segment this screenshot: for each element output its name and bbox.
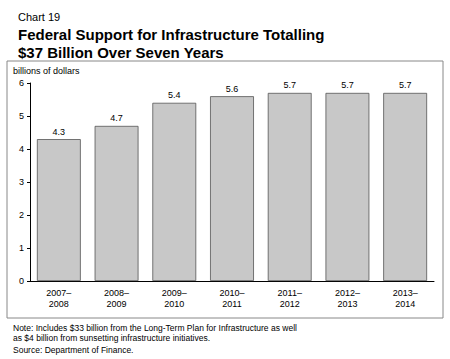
svg-text:0: 0 (19, 276, 24, 286)
svg-text:2010: 2010 (164, 299, 184, 309)
svg-text:5.7: 5.7 (399, 80, 412, 90)
svg-text:2008–: 2008– (104, 288, 129, 298)
svg-text:as $4 billion from sunsetting: as $4 billion from sunsetting infrastruc… (13, 333, 210, 343)
svg-text:2009: 2009 (107, 299, 127, 309)
svg-text:5: 5 (19, 111, 24, 121)
svg-text:4.3: 4.3 (53, 127, 66, 137)
svg-text:2014: 2014 (395, 299, 415, 309)
svg-text:2009–: 2009– (162, 288, 187, 298)
svg-text:3: 3 (19, 177, 24, 187)
svg-text:2010–: 2010– (219, 288, 244, 298)
svg-text:5.7: 5.7 (283, 80, 296, 90)
svg-text:2: 2 (19, 210, 24, 220)
svg-text:6: 6 (19, 78, 24, 88)
svg-text:2007–: 2007– (46, 288, 71, 298)
svg-text:4: 4 (19, 144, 24, 154)
svg-text:$37 Billion Over Seven Years: $37 Billion Over Seven Years (18, 44, 224, 61)
svg-text:5.7: 5.7 (341, 80, 354, 90)
svg-text:2011: 2011 (222, 299, 241, 309)
svg-text:2012: 2012 (280, 299, 300, 309)
svg-text:2008: 2008 (49, 299, 69, 309)
svg-text:Source: Department of Finance.: Source: Department of Finance. (13, 345, 133, 355)
svg-text:Note: Includes $33 billion fro: Note: Includes $33 billion from the Long… (13, 323, 297, 333)
svg-text:2012–: 2012– (335, 288, 360, 298)
svg-text:1: 1 (19, 243, 24, 253)
svg-text:5.4: 5.4 (168, 90, 181, 100)
svg-text:5.6: 5.6 (226, 84, 239, 94)
svg-text:billions of dollars: billions of dollars (13, 66, 80, 76)
svg-text:Federal Support for Infrastruc: Federal Support for Infrastructure Total… (18, 26, 329, 43)
svg-text:4.7: 4.7 (110, 113, 123, 123)
svg-text:Chart 19: Chart 19 (18, 11, 60, 23)
svg-text:2011–: 2011– (278, 288, 302, 298)
svg-text:2013: 2013 (337, 299, 357, 309)
svg-text:2013–: 2013– (393, 288, 418, 298)
